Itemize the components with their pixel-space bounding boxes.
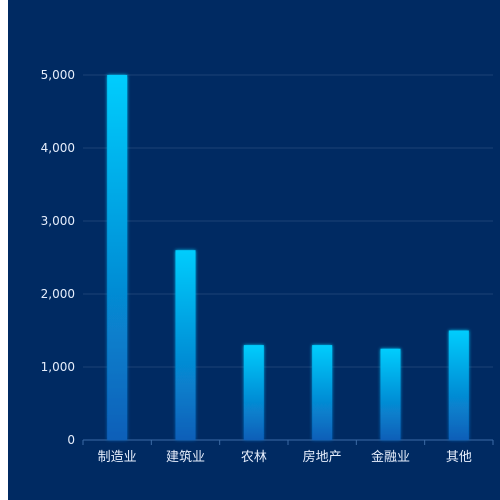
bar[interactable] [380,348,401,440]
bars [107,75,469,440]
x-category-label: 建筑业 [166,449,205,465]
labels: 0 1,000 2,000 3,000 4,000 5,000 制造业 建筑业 农林 房地产 金融业… [41,68,472,465]
y-tick-label: 4,000 [41,141,75,155]
x-category-label: 金融业 [371,449,410,465]
gridlines [83,74,493,368]
y-tick-label: 3,000 [41,214,75,228]
bar[interactable] [175,250,196,440]
bar[interactable] [243,345,264,440]
y-tick-label: 1,000 [41,360,75,374]
y-tick-label: 0 [67,433,75,447]
y-tick-label: 5,000 [41,68,75,82]
x-category-label: 房地产 [303,449,342,465]
x-category-label: 其他 [446,450,472,465]
y-tick-label: 2,000 [41,287,75,301]
bar[interactable] [107,75,128,440]
x-category-label: 制造业 [98,450,137,465]
x-category-label: 农林 [241,450,267,465]
bar[interactable] [448,330,469,441]
axes [82,439,494,445]
bar[interactable] [312,345,333,440]
